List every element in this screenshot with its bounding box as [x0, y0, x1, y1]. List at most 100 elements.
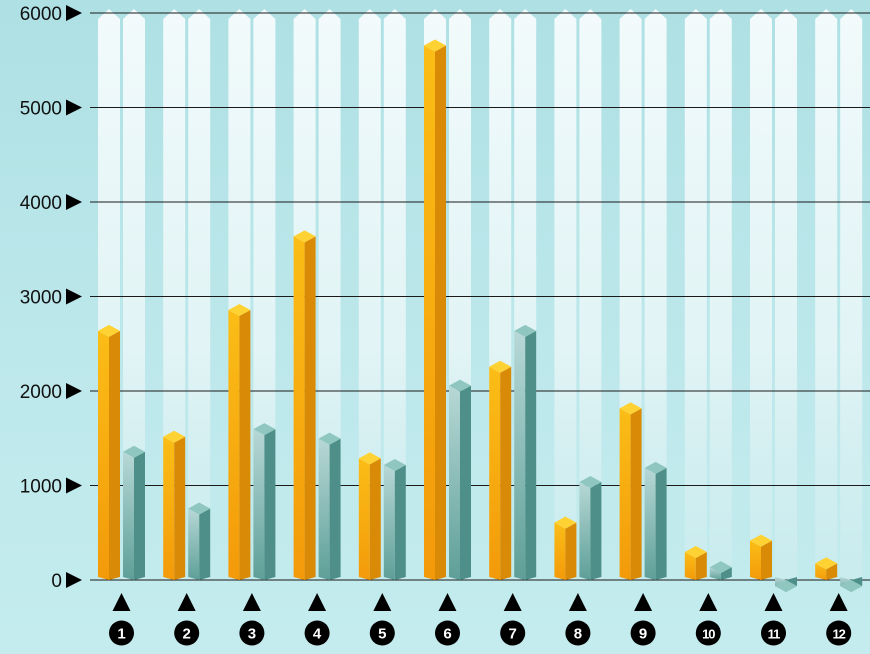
x-tick-arrow-icon: [242, 593, 261, 611]
bar: [579, 476, 602, 580]
x-category-badge: [695, 620, 721, 646]
x-category-badge: [435, 620, 460, 646]
background-column: [815, 9, 838, 580]
x-category-label: 10: [702, 627, 715, 642]
bar: [318, 432, 341, 580]
bar-face-right: [304, 236, 316, 580]
background-column: [579, 9, 602, 580]
x-category-badge: [500, 620, 526, 646]
y-tick-arrow-icon: [66, 288, 82, 305]
bar-face-right: [826, 563, 838, 580]
bar-top: [163, 430, 186, 443]
bar-face-left: [554, 522, 566, 580]
x-category-badge: [565, 620, 591, 646]
bar: [293, 230, 316, 580]
bar: [840, 577, 863, 592]
y-tick-label: 2000: [20, 382, 62, 403]
bar: [123, 445, 145, 580]
y-tick-arrow-icon: [66, 383, 82, 399]
bar-top: [684, 545, 707, 558]
bar-face-left: [815, 563, 827, 580]
x-tick-arrow-icon: [438, 593, 457, 611]
background-column: [684, 9, 707, 580]
x-tick-arrow-icon: [634, 593, 653, 611]
background-column: [358, 9, 381, 580]
bar: [383, 459, 406, 580]
bar-face-right: [630, 408, 642, 580]
bar-top: [709, 561, 732, 574]
x-tick-arrow-icon: [503, 593, 522, 611]
bar-face-left: [383, 465, 395, 580]
bar-face-right: [655, 467, 667, 580]
bar-face-left: [123, 451, 134, 580]
bar-top: [228, 304, 251, 317]
bar-face-right: [590, 482, 602, 580]
bar-face-right: [109, 330, 120, 580]
bar-face-right: [394, 465, 406, 580]
bar-face-right: [369, 458, 381, 580]
gridlines: [90, 12, 870, 581]
bar-top: [775, 580, 797, 592]
bar: [449, 379, 471, 580]
bar-face-left: [188, 508, 200, 580]
y-tick-label: 3000: [20, 288, 62, 309]
bar-face-left: [644, 467, 656, 580]
y-tick-label: 1000: [20, 477, 62, 498]
y-tick-label: 4000: [20, 193, 62, 214]
bar-face-left: [163, 436, 175, 580]
bar: [514, 324, 537, 580]
bar-face-right: [720, 567, 732, 580]
bar: [163, 430, 186, 580]
bar-face-right: [565, 522, 577, 580]
x-category-label: 2: [183, 626, 191, 643]
x-category-label: 12: [832, 627, 845, 642]
x-category-badge: [239, 620, 265, 646]
bar: [489, 360, 512, 580]
bar-face-left: [579, 482, 591, 580]
bar-top: [293, 230, 316, 243]
bar-top: [424, 39, 446, 52]
x-category-badge: [304, 620, 330, 646]
bar-face-right: [134, 451, 145, 580]
x-category-label: 4: [313, 626, 322, 643]
x-tick-arrow-icon: [764, 593, 783, 611]
bar-face-right: [329, 438, 341, 580]
bar: [253, 423, 276, 580]
bar-top: [554, 516, 577, 529]
background-column: [188, 9, 211, 580]
bar: [750, 534, 772, 580]
bar-face-right: [500, 366, 512, 580]
bar: [98, 324, 120, 580]
x-category-label: 3: [248, 626, 256, 643]
background-column: [554, 9, 577, 580]
bar: [644, 461, 667, 580]
bar-face-left: [358, 458, 370, 580]
bar-top: [644, 461, 667, 474]
x-category-label: 7: [509, 626, 517, 643]
y-tick-label: 0: [51, 571, 62, 592]
bar-face-right: [525, 330, 537, 580]
x-tick-arrow-icon: [373, 593, 392, 611]
bar-face-right: [695, 551, 707, 580]
background-column: [644, 9, 667, 580]
bar: [554, 516, 577, 580]
bar-top: [318, 432, 341, 445]
y-tick-arrow-icon: [66, 572, 82, 588]
bar: [228, 304, 251, 580]
y-tick-label: 6000: [20, 4, 62, 25]
bar-top: [514, 324, 537, 337]
bar-top: [489, 360, 512, 373]
x-category-label: 5: [378, 626, 386, 643]
bar-face-left: [709, 567, 721, 580]
bar-top: [383, 459, 406, 472]
x-tick-arrow-icon: [568, 593, 587, 611]
background-column: [383, 9, 406, 580]
bar-top: [123, 445, 145, 458]
bar: [775, 577, 797, 592]
x-category-label: 1: [117, 626, 125, 643]
bar-face-left: [253, 429, 265, 580]
x-category-badge: [761, 620, 786, 646]
bar-face-left: [489, 366, 501, 580]
x-axis: 1 2 3 4 5 6 7 8 9 10 11 12: [109, 593, 852, 646]
